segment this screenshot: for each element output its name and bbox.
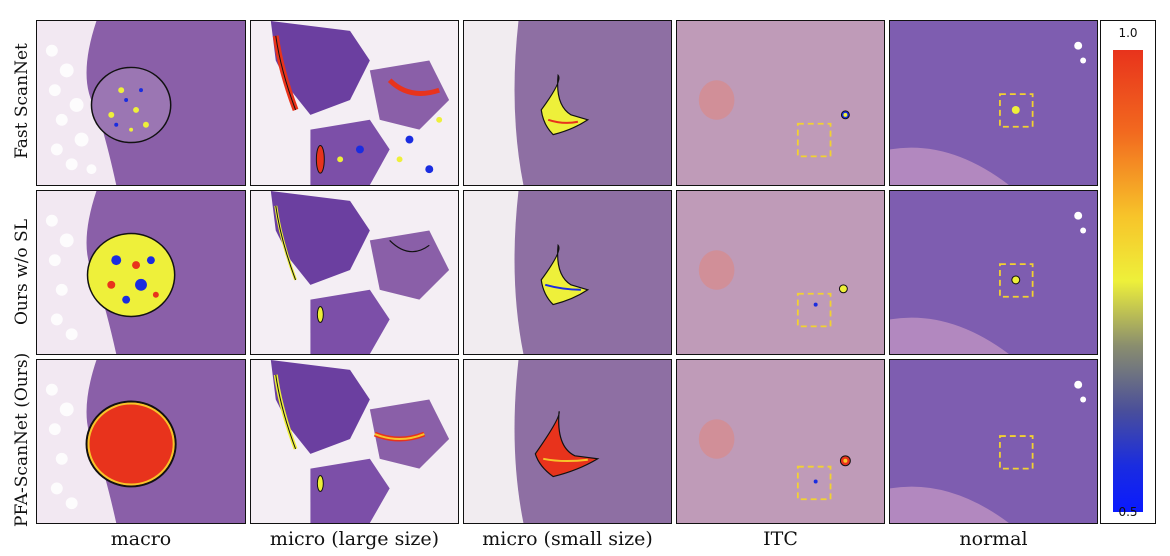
colorbar-max-label: 1.0 bbox=[1118, 26, 1138, 40]
tile-fast-scannet-macro bbox=[36, 20, 246, 186]
tile-pfa-scannet-micro-large bbox=[250, 359, 459, 524]
tile-pfa-scannet-itc bbox=[676, 359, 885, 524]
tile-fast-scannet-itc bbox=[676, 20, 885, 186]
tile-ours-wo-sl-micro-large bbox=[250, 190, 459, 355]
tile-fast-scannet-micro-large bbox=[250, 20, 459, 186]
colorbar: 1.0 0.5 bbox=[1100, 20, 1156, 524]
tile-fast-scannet-normal bbox=[889, 20, 1098, 186]
row-label-pfa-scannet: PFA-ScanNet (Ours) bbox=[12, 352, 32, 527]
colorbar-min-label: 0.5 bbox=[1118, 505, 1138, 519]
row-label-fast-scannet: Fast ScanNet bbox=[12, 43, 32, 159]
tile-ours-wo-sl-normal bbox=[889, 190, 1098, 355]
col-label-micro-large: micro (large size) bbox=[269, 528, 440, 550]
col-label-normal: normal bbox=[959, 528, 1028, 550]
tile-ours-wo-sl-itc bbox=[676, 190, 885, 355]
tile-pfa-scannet-macro bbox=[36, 359, 246, 524]
tile-ours-wo-sl-macro bbox=[36, 190, 246, 355]
tile-ours-wo-sl-micro-small bbox=[463, 190, 672, 355]
col-label-macro: macro bbox=[110, 528, 172, 550]
tile-pfa-scannet-normal bbox=[889, 359, 1098, 524]
row-label-ours-wo-sl: Ours w/o SL bbox=[12, 219, 32, 325]
colorbar-gradient bbox=[1113, 50, 1143, 512]
tile-fast-scannet-micro-small bbox=[463, 20, 672, 186]
col-label-micro-small: micro (small size) bbox=[482, 528, 653, 550]
tile-pfa-scannet-micro-small bbox=[463, 359, 672, 524]
col-label-itc: ITC bbox=[763, 528, 798, 550]
